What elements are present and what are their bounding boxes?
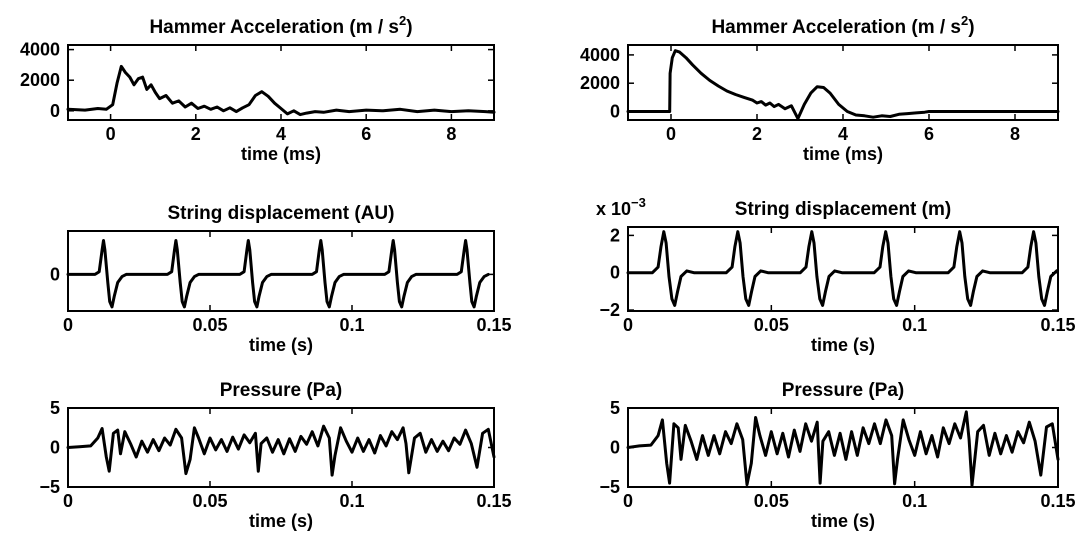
subplot-2: Hammer Acceleration (m / s2) 0 2 4 6 8 0 2000 40… [580, 13, 1060, 164]
chart-title: String displacement (m) [735, 199, 951, 220]
x-axis-label: time (ms) [803, 144, 883, 164]
series-line [66, 239, 490, 309]
y-tick-label: 0 [610, 438, 620, 458]
series-line [66, 64, 496, 117]
y-tick-label: 0 [50, 438, 60, 458]
chart-title: String displacement (AU) [168, 203, 395, 224]
y-tick-label: −5 [599, 477, 620, 497]
x-axis-label: time (s) [811, 511, 875, 531]
x-tick-label: 0.1 [339, 315, 364, 335]
y-tick-label: 0 [50, 101, 60, 121]
axes-frame [627, 226, 1059, 312]
x-tick-label: 0.15 [1040, 491, 1075, 511]
series-line [626, 230, 1059, 307]
y-tick-label: 5 [610, 398, 620, 418]
y-tick-label: 4000 [20, 40, 60, 60]
chart-title: Hammer Acceleration (m / s2) [149, 13, 412, 38]
title-superscript: 2 [399, 13, 406, 28]
y-tick-label: 0 [50, 264, 60, 284]
x-tick-label: 0 [63, 491, 73, 511]
x-axis-label: time (s) [811, 335, 875, 355]
x-tick-label: 6 [361, 124, 371, 144]
series-line [626, 49, 1060, 121]
x-tick-label: 8 [1010, 124, 1020, 144]
y-tick-label: −2 [599, 300, 620, 320]
x-tick-label: 0.1 [339, 491, 364, 511]
x-tick-label: 2 [752, 124, 762, 144]
chart-title: Pressure (Pa) [782, 380, 905, 401]
x-tick-label: 4 [838, 124, 848, 144]
y-tick-label: 5 [50, 398, 60, 418]
y-tick-label: 2000 [20, 70, 60, 90]
x-tick-label: 0 [623, 491, 633, 511]
x-tick-label: 8 [446, 124, 456, 144]
x-tick-label: 0.05 [754, 315, 789, 335]
x-tick-label: 0 [623, 315, 633, 335]
x-tick-label: 4 [276, 124, 286, 144]
y-tick-label: 4000 [580, 45, 620, 65]
x-tick-label: 0.1 [902, 491, 927, 511]
x-tick-label: 0 [63, 315, 73, 335]
series-line [626, 410, 1060, 487]
x-axis-label: time (s) [249, 511, 313, 531]
y-tick-label: 2 [610, 225, 620, 245]
y-tick-label: 0 [610, 263, 620, 283]
x-tick-label: 0.15 [476, 315, 511, 335]
x-tick-label: 0.15 [476, 491, 511, 511]
x-tick-label: 0.05 [192, 491, 227, 511]
x-axis-label: time (s) [249, 335, 313, 355]
x-tick-label: 0.15 [1040, 315, 1075, 335]
axes-frame [67, 230, 495, 312]
axis-multiplier: x 10−3 [596, 195, 646, 219]
x-tick-label: 0.05 [192, 315, 227, 335]
subplot-3: String displacement (AU) 0 0.05 0.1 0.15 0 tim… [50, 203, 512, 355]
x-tick-label: 6 [924, 124, 934, 144]
y-tick-label: −5 [39, 477, 60, 497]
series-line [66, 424, 496, 477]
x-tick-label: 0 [106, 124, 116, 144]
chart-title: Hammer Acceleration (m / s2) [711, 13, 974, 38]
y-tick-label: 0 [610, 102, 620, 122]
x-tick-label: 0.1 [902, 315, 927, 335]
subplot-1: Hammer Acceleration (m / s2) 0 2 4 6 8 0 2000 40… [20, 13, 496, 164]
subplot-4: String displacement (m) x 10−3 0 0.05 0.1 0.1… [596, 195, 1076, 355]
chart-title: Pressure (Pa) [220, 380, 343, 401]
title-superscript: 2 [961, 13, 968, 28]
x-tick-label: 2 [191, 124, 201, 144]
x-tick-label: 0.05 [754, 491, 789, 511]
x-axis-label: time (ms) [241, 144, 321, 164]
x-tick-label: 0 [666, 124, 676, 144]
y-tick-label: 2000 [580, 73, 620, 93]
